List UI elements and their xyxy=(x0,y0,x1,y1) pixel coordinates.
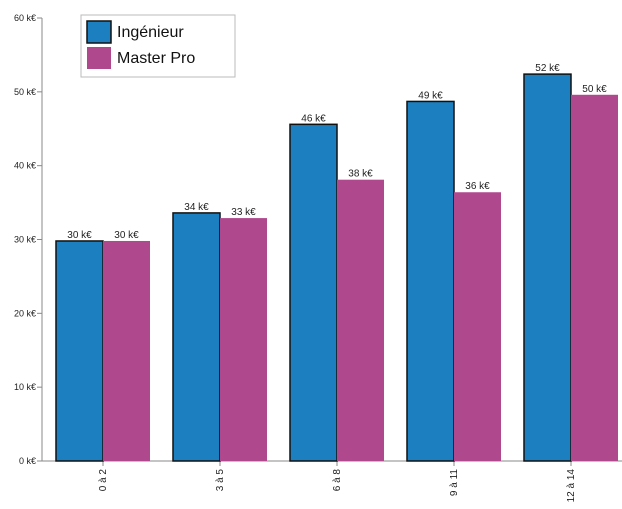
legend-label: Master Pro xyxy=(117,50,195,67)
bar-ingenieur xyxy=(172,212,221,462)
data-label: 33 k€ xyxy=(231,207,256,218)
y-tick-label: 20 k€ xyxy=(14,308,36,318)
bar-ingenieur xyxy=(523,73,572,462)
x-tick-label: 3 à 5 xyxy=(215,469,226,492)
bar-master-pro xyxy=(454,192,501,461)
legend-label: Ingénieur xyxy=(117,24,184,41)
y-tick-label: 40 k€ xyxy=(14,161,36,171)
bar-master-pro xyxy=(337,179,384,461)
legend-swatch xyxy=(87,47,111,69)
bar-master-pro xyxy=(571,94,618,461)
y-tick-label: 60 k€ xyxy=(14,13,36,23)
data-label: 36 k€ xyxy=(465,181,490,192)
x-tick-label: 12 à 14 xyxy=(566,469,577,503)
data-label: 46 k€ xyxy=(301,113,326,124)
data-label: 49 k€ xyxy=(418,90,443,101)
bar-master-pro xyxy=(103,240,150,461)
legend-swatch xyxy=(86,20,112,44)
bar-master-pro xyxy=(220,218,267,461)
data-label: 50 k€ xyxy=(582,84,607,95)
bar-ingenieur xyxy=(289,123,338,462)
y-tick-label: 0 k€ xyxy=(19,456,36,466)
data-label: 38 k€ xyxy=(348,169,373,180)
x-tick-label: 9 à 11 xyxy=(449,469,460,496)
x-tick-label: 0 à 2 xyxy=(98,469,109,492)
data-label: 34 k€ xyxy=(184,202,209,213)
y-tick-label: 30 k€ xyxy=(14,235,36,245)
x-tick-label: 6 à 8 xyxy=(332,469,343,492)
y-tick-label: 10 k€ xyxy=(14,382,36,392)
data-label: 30 k€ xyxy=(67,230,92,241)
bar-ingenieur xyxy=(55,240,104,462)
data-label: 52 k€ xyxy=(535,63,560,74)
bar-ingenieur xyxy=(406,100,455,462)
data-label: 30 k€ xyxy=(114,230,139,241)
y-tick-label: 50 k€ xyxy=(14,87,36,97)
